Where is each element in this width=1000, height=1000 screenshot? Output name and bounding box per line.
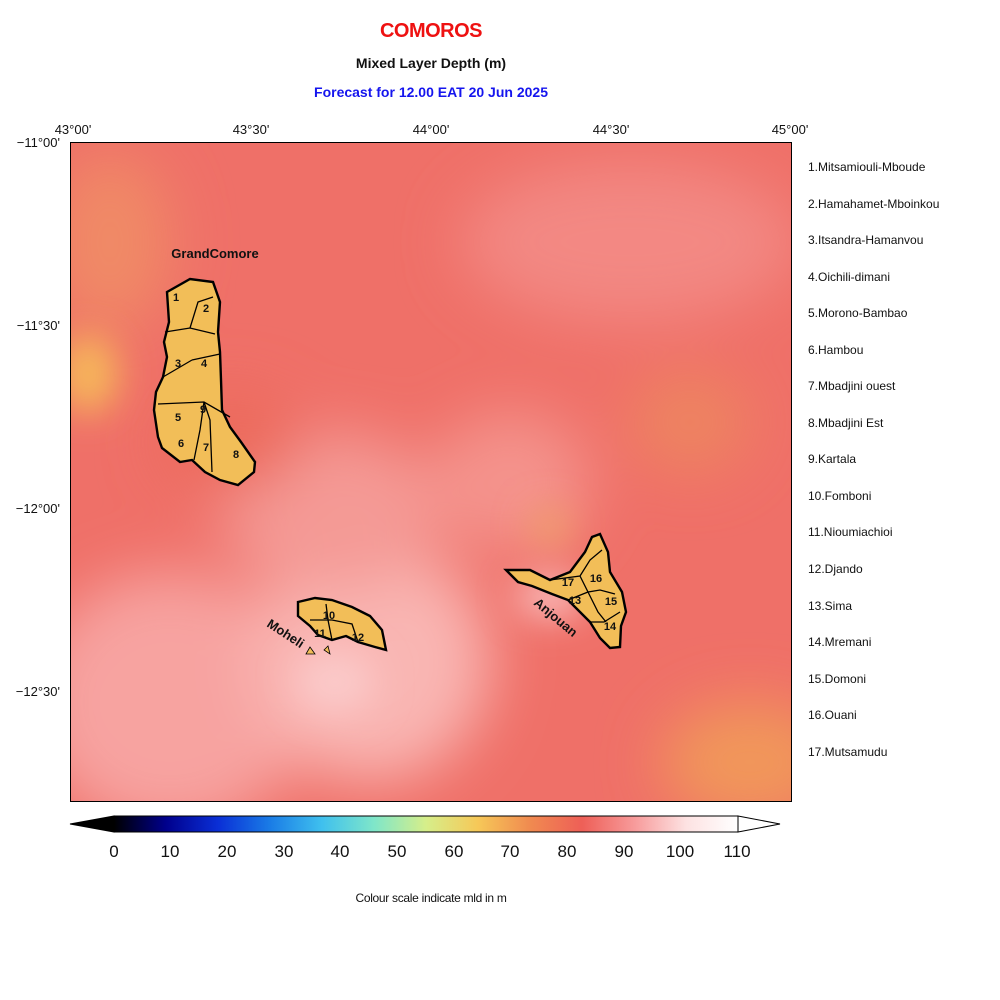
colorbar-tick-80: 80 [557, 842, 577, 861]
legend-item-14: 14.Mremani [808, 635, 872, 649]
colorbar-tick-60: 60 [444, 842, 464, 861]
colorbar-low-arrow [69, 815, 115, 833]
region-number-8: 8 [233, 449, 239, 461]
region-number-17: 17 [562, 577, 574, 589]
region-number-6: 6 [178, 438, 184, 450]
region-number-13: 13 [569, 595, 581, 607]
colorbar-tick-0: 0 [109, 842, 119, 861]
anjouan-island [503, 532, 628, 650]
lon-label-44-30: 44°30' [592, 122, 630, 137]
legend-item-13: 13.Sima [808, 599, 853, 613]
lon-label-43-30: 43°30' [232, 122, 270, 137]
region-number-2: 2 [203, 303, 209, 315]
legend-item-12: 12.Djando [808, 562, 863, 576]
forecast-label: Forecast for 12.00 EAT 20 Jun 2025 [314, 84, 548, 100]
moheli-island [296, 596, 388, 655]
mld-hotspots [70, 334, 585, 712]
lat-label-11-30: −11°30' [16, 318, 60, 333]
legend-item-8: 8.Mbadjini Est [808, 416, 884, 430]
colorbar-tick-30: 30 [274, 842, 294, 861]
region-number-11: 11 [314, 628, 326, 640]
legend-item-7: 7.Mbadjini ouest [808, 379, 896, 393]
region-number-7: 7 [203, 442, 209, 454]
legend-item-15: 15.Domoni [808, 672, 867, 686]
map-title: COMOROS [379, 20, 483, 42]
colorbar-tick-20: 20 [217, 842, 237, 861]
colorbar-tick-50: 50 [387, 842, 407, 861]
colorbar-tick-90: 90 [614, 842, 634, 861]
legend-item-17: 17.Mutsamudu [808, 745, 888, 759]
legend-item-9: 9.Kartala [808, 452, 857, 466]
legend-item-6: 6.Hambou [808, 343, 864, 357]
colorbar-tick-110: 110 [723, 842, 751, 861]
colorbar-tick-100: 100 [665, 842, 695, 861]
lon-label-43-00: 43°00' [54, 122, 92, 137]
colorbar-high-arrow [737, 815, 781, 833]
region-number-9: 9 [200, 404, 206, 416]
region-number-4: 4 [201, 358, 208, 370]
island-label-grand-comore: GrandComore [171, 246, 258, 261]
region-number-3: 3 [175, 358, 181, 370]
region-number-15: 15 [605, 596, 617, 608]
grand-comore-island [152, 277, 257, 487]
colorbar-tick-70: 70 [500, 842, 520, 861]
legend-item-16: 16.Ouani [808, 708, 857, 722]
colorbar-caption: Colour scale indicate mld in m [355, 891, 507, 905]
lat-label-11-00: −11°00' [16, 135, 60, 150]
colorbar-tick-40: 40 [330, 842, 350, 861]
legend-item-2: 2.Hamahamet-Mboinkou [808, 197, 940, 211]
lat-label-12-30: −12°30' [15, 684, 60, 699]
region-number-10: 10 [323, 610, 335, 622]
lat-label-12-00: −12°00' [15, 501, 60, 516]
legend-item-11: 11.Nioumiachioi [808, 525, 893, 539]
colorbar [69, 815, 781, 833]
legend-item-1: 1.Mitsamiouli-Mboude [808, 160, 926, 174]
map-area: 1 2 3 4 5 6 7 8 9 10 11 12 13 14 15 16 1… [70, 142, 792, 802]
lon-label-45-00: 45°00' [771, 122, 809, 137]
map-subtitle: Mixed Layer Depth (m) [355, 55, 507, 71]
colorbar-gradient [113, 815, 739, 833]
colorbar-tick-10: 10 [160, 842, 180, 861]
region-number-5: 5 [175, 412, 181, 424]
region-number-12: 12 [352, 632, 364, 644]
region-number-1: 1 [173, 292, 179, 304]
region-number-16: 16 [590, 573, 602, 585]
region-number-14: 14 [604, 621, 617, 633]
legend-item-3: 3.Itsandra-Hamanvou [808, 233, 924, 247]
legend-item-10: 10.Fomboni [808, 489, 872, 503]
lon-label-44-00: 44°00' [412, 122, 450, 137]
legend-item-4: 4.Oichili-dimani [808, 270, 891, 284]
legend-item-5: 5.Morono-Bambao [808, 306, 908, 320]
